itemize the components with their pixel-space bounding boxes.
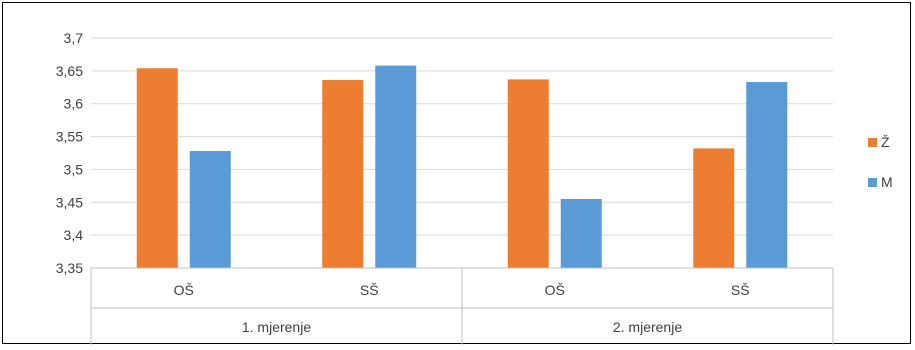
- x-group-label: 2. mjerenje: [613, 319, 682, 335]
- x-axis: OŠ SŠ OŠ SŠ 1. mjerenje 2. mjerenje: [90, 267, 834, 345]
- legend-label-Ž: Ž: [881, 134, 890, 150]
- y-tick-label: 3,4: [64, 227, 84, 243]
- y-tick-label: 3,7: [64, 30, 84, 46]
- x-group-label: 1. mjerenje: [242, 319, 311, 335]
- legend-swatch-Ž: [868, 138, 877, 147]
- chart-frame: 3,35 3,4 3,45 3,5 3,55 3,6 3,65 3,7 OŠ SŠ OŠ SŠ 1. …: [2, 2, 911, 345]
- y-tick-label: 3,5: [64, 161, 84, 177]
- legend-label-M: M: [881, 174, 893, 190]
- bar-Ž-4: [693, 148, 735, 268]
- y-tick-label: 3,6: [64, 96, 84, 112]
- y-axis-ticks: 3,35 3,4 3,45 3,5 3,55 3,6 3,65 3,7: [56, 30, 83, 276]
- bar-Ž-2: [322, 80, 364, 268]
- bar-M-1: [189, 151, 231, 268]
- legend-swatch-M: [868, 178, 877, 187]
- bar-Ž-3: [507, 79, 549, 269]
- bar-Ž-1: [136, 68, 178, 268]
- y-tick-label: 3,65: [56, 63, 83, 79]
- legend: ŽM: [868, 134, 893, 190]
- y-tick-label: 3,55: [56, 129, 83, 145]
- x-category-label: OŠ: [174, 282, 194, 298]
- bar-M-2: [375, 65, 417, 268]
- chart: 3,35 3,4 3,45 3,5 3,55 3,6 3,65 3,7 OŠ SŠ OŠ SŠ 1. …: [56, 30, 893, 345]
- x-category-label: SŠ: [731, 282, 750, 298]
- bars: [136, 65, 788, 269]
- bar-M-4: [746, 82, 788, 269]
- y-tick-label: 3,35: [56, 260, 83, 276]
- x-category-label: OŠ: [545, 282, 565, 298]
- y-tick-label: 3,45: [56, 194, 83, 210]
- bar-M-3: [560, 199, 602, 268]
- x-category-label: SŠ: [360, 282, 379, 298]
